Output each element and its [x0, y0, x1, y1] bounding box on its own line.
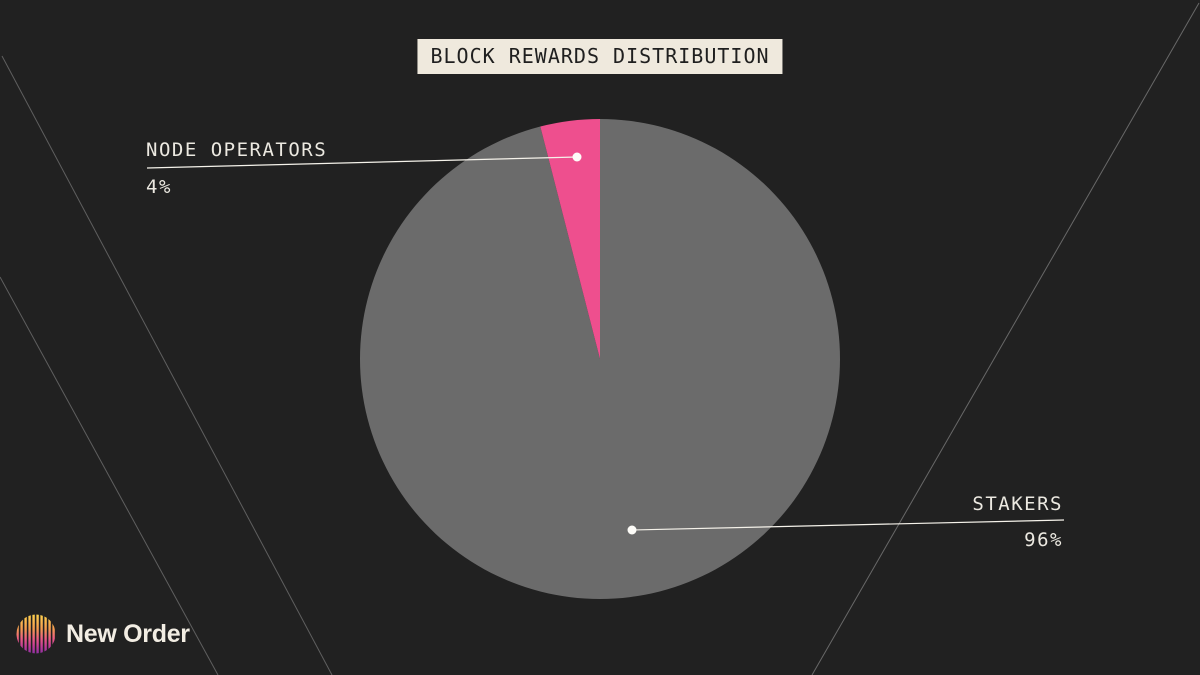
stakers-percent: 96%: [1024, 529, 1063, 551]
chart-title-box: BLOCK REWARDS DISTRIBUTION: [417, 39, 783, 74]
leader-lines: [146, 152, 1065, 535]
brand-footer: New Order: [16, 614, 190, 654]
node-operators-label: NODE OPERATORS: [146, 139, 328, 161]
stakers-leader-dot: [627, 525, 637, 535]
pie-slice-node-operators: [540, 119, 600, 359]
new-order-logo-icon: [16, 614, 55, 654]
node-operators-percent: 4%: [146, 176, 172, 198]
decor-line-top-left: [1, 55, 333, 675]
chart-title: BLOCK REWARDS DISTRIBUTION: [430, 44, 770, 68]
brand-name: New Order: [66, 619, 190, 648]
pie-slices: [360, 119, 841, 599]
node-operators-leader-dot: [572, 152, 582, 162]
stakers-leader-line: [631, 519, 1065, 531]
stakers-label: STAKERS: [972, 493, 1063, 515]
node-operators-leader-line: [146, 156, 578, 169]
decor-line-bottom-left: [0, 276, 219, 675]
decor-line-right: [811, 2, 1200, 675]
